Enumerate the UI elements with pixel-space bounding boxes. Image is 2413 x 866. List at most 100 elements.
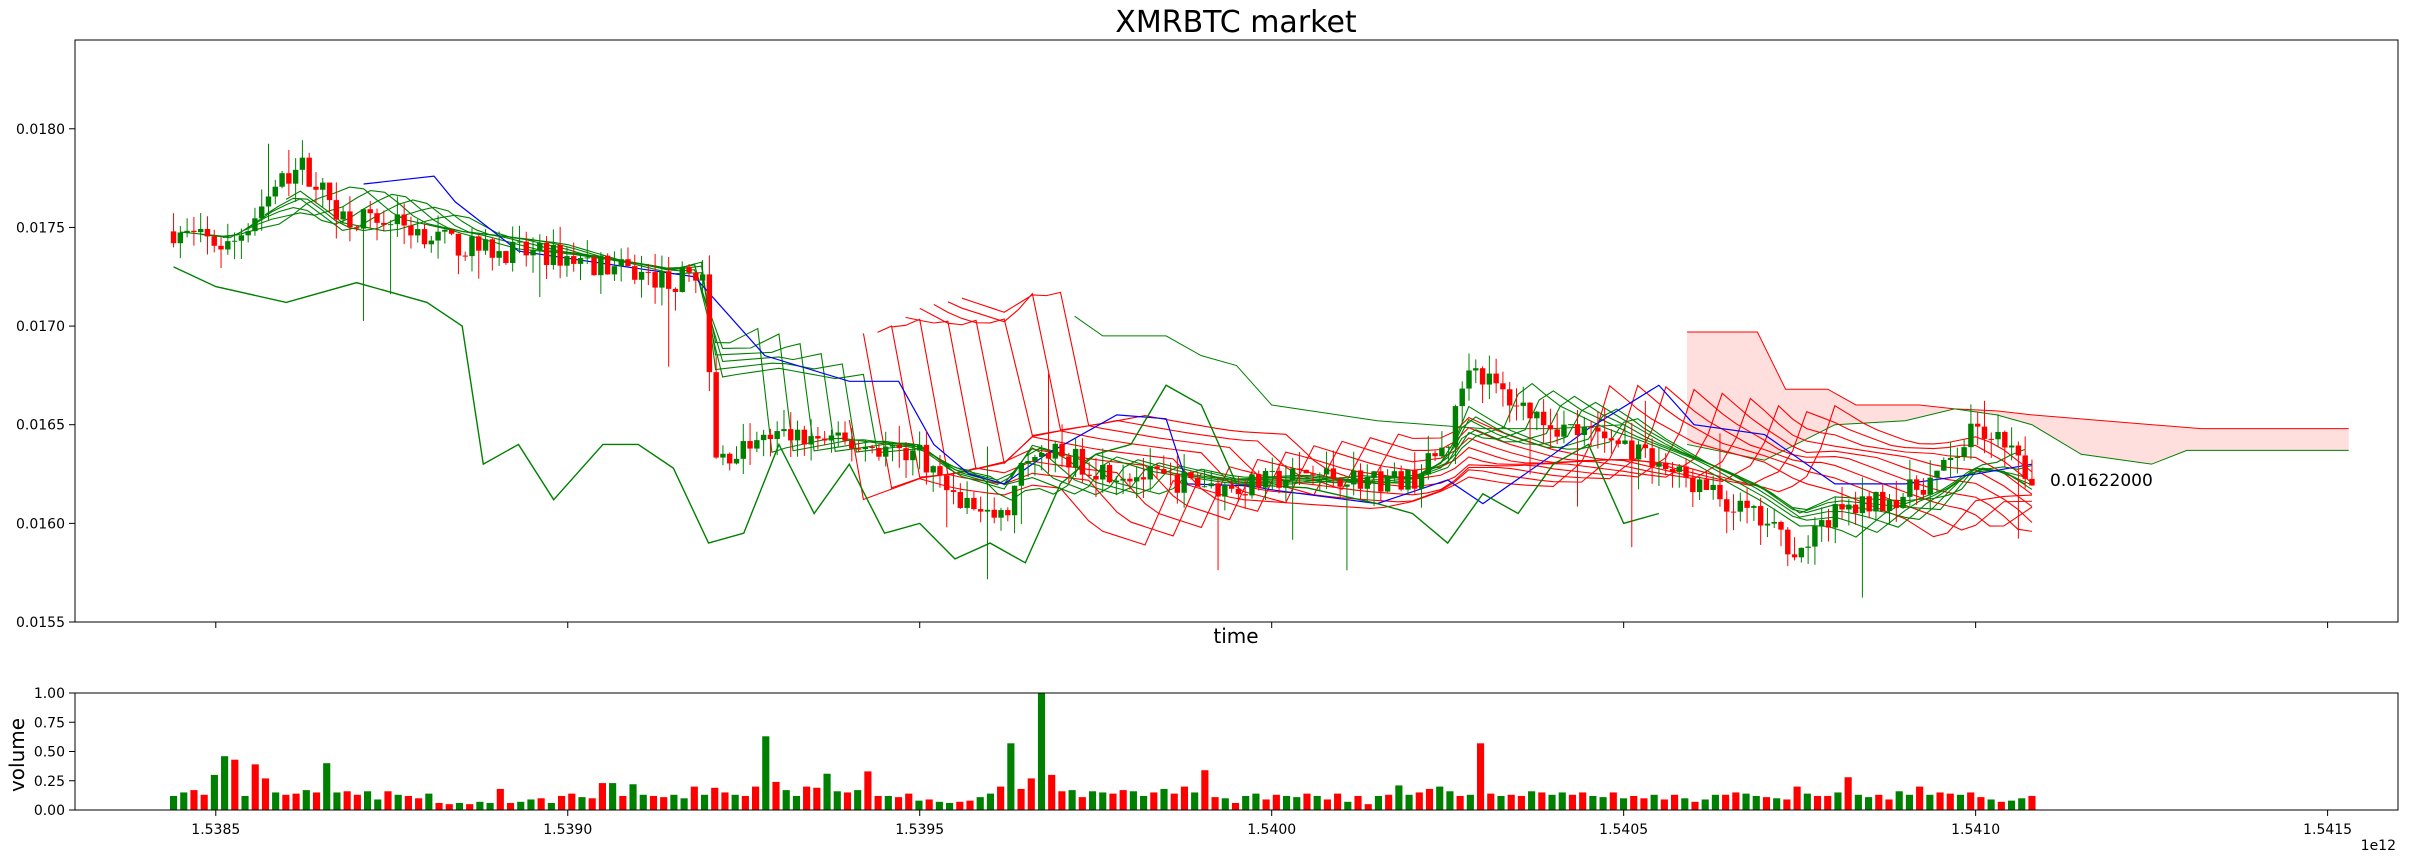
volume-bar xyxy=(1037,693,1046,810)
candle-body xyxy=(503,251,509,263)
candle-body xyxy=(1561,424,1567,437)
cloud-span-b-line xyxy=(1686,408,2349,465)
candle-body xyxy=(1106,464,1113,483)
candle-body xyxy=(1629,440,1635,460)
volume-bar xyxy=(609,783,617,810)
volume-bar xyxy=(1681,798,1689,810)
candle-body xyxy=(1941,459,1947,471)
candle-body xyxy=(1323,468,1330,475)
volume-bar xyxy=(292,793,300,810)
volume-bar xyxy=(956,801,964,810)
candle-body xyxy=(496,251,502,258)
candle-body xyxy=(1798,547,1805,558)
volume-bar xyxy=(363,791,372,810)
candle-body xyxy=(747,441,753,449)
candle-body xyxy=(611,266,618,275)
volume-bar xyxy=(1742,793,1750,810)
candle-body xyxy=(1690,477,1696,493)
candle-body xyxy=(659,271,665,288)
volume-bar xyxy=(282,794,290,810)
ema-ribbon-red-7 xyxy=(947,292,2033,491)
candle-body xyxy=(1907,479,1913,497)
volume-bar xyxy=(700,794,709,810)
candle-body xyxy=(1961,447,1967,457)
candle-body xyxy=(333,200,340,220)
candle-body xyxy=(1242,494,1248,496)
candle-body xyxy=(1364,476,1370,489)
candle-body xyxy=(774,431,780,439)
volume-bar xyxy=(1691,801,1699,810)
candle-body xyxy=(1283,480,1289,488)
volume-bar xyxy=(1579,792,1587,810)
volume-bar xyxy=(1354,795,1362,810)
volume-bar xyxy=(1773,798,1781,810)
candle-body xyxy=(1581,426,1588,435)
candle-body xyxy=(1757,506,1764,526)
candle-body xyxy=(1615,440,1621,444)
volume-bar xyxy=(1272,794,1280,810)
volume-bar xyxy=(1977,797,1985,810)
candle-body xyxy=(1194,478,1201,487)
candle-body xyxy=(1506,389,1513,406)
ema-ribbon-green-4 xyxy=(264,197,2026,514)
span-line xyxy=(1074,315,1624,430)
candle-body xyxy=(1167,473,1174,475)
candle-body xyxy=(1201,486,1208,488)
candle-body xyxy=(286,173,292,184)
volume-bar xyxy=(976,797,984,810)
candle-body xyxy=(387,224,394,226)
volume-bar xyxy=(415,798,423,810)
candle-body xyxy=(1873,491,1879,512)
candle-body xyxy=(1188,472,1194,479)
candle-body xyxy=(1371,471,1377,477)
candle-body xyxy=(1744,500,1750,508)
candle-body xyxy=(1710,484,1716,490)
volume-bar xyxy=(874,795,882,810)
ema-ribbon-red-8 xyxy=(961,291,2033,493)
volume-bar xyxy=(1374,795,1383,810)
candle-body xyxy=(1988,438,1994,440)
candle-body xyxy=(1540,411,1547,426)
candle-body xyxy=(720,453,726,458)
volume-bar xyxy=(1497,795,1505,810)
volume-bar xyxy=(1048,774,1056,810)
volume-bar xyxy=(210,774,218,810)
candle-body xyxy=(1432,453,1438,457)
candle-body xyxy=(564,256,570,266)
candle-body xyxy=(1839,504,1845,510)
candle-body xyxy=(1995,431,2001,440)
candle-body xyxy=(1378,471,1384,492)
volume-bar xyxy=(404,795,412,810)
candle-body xyxy=(849,440,855,449)
candle-body xyxy=(828,435,835,441)
candle-body xyxy=(862,446,869,450)
candle-body xyxy=(1439,447,1445,457)
price-axes-frame xyxy=(74,39,2399,623)
candle-body xyxy=(1445,446,1452,448)
volume-bar xyxy=(711,787,719,810)
candle-body xyxy=(998,510,1004,518)
candle-body xyxy=(1683,466,1689,478)
y-tick-label: 0.0160 xyxy=(16,516,65,532)
candle-body xyxy=(442,229,448,232)
candle-body xyxy=(1642,444,1649,449)
candle-body xyxy=(1791,554,1798,558)
volume-bar xyxy=(1905,794,1913,810)
candle-body xyxy=(1622,440,1628,444)
volume-bar xyxy=(629,784,637,810)
candle-body xyxy=(367,209,373,214)
candle-body xyxy=(265,196,272,207)
volume-bar xyxy=(1762,797,1771,810)
volume-bar xyxy=(1936,792,1944,810)
volume-bar xyxy=(1231,802,1240,810)
candle-body xyxy=(618,259,624,267)
volume-bar xyxy=(619,795,627,810)
volume-bar xyxy=(1436,786,1444,810)
volume-bar xyxy=(1170,793,1178,810)
candle-body xyxy=(835,432,841,436)
volume-bar xyxy=(231,759,239,810)
candle-body xyxy=(1317,474,1323,476)
volume-bar xyxy=(1129,791,1137,810)
price-axes: 0.01622000 0.0155 0.0160 0.0165 0.0170 0.0175… xyxy=(16,39,2399,631)
volume-bar xyxy=(1252,793,1260,810)
